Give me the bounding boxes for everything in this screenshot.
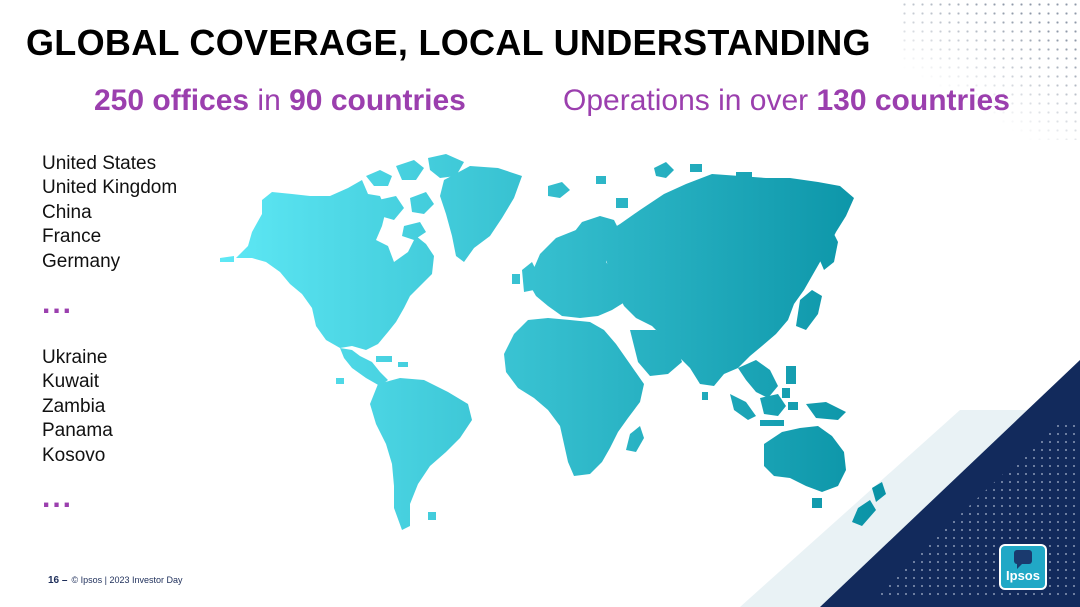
footer: 16 – © Ipsos | 2023 Investor Day xyxy=(48,575,183,586)
australia-shape xyxy=(764,426,846,492)
operations-headline: Operations in over 130 countries xyxy=(563,84,1010,118)
arctic-island xyxy=(736,172,752,180)
country-item: Kuwait xyxy=(42,371,100,393)
country-list-bottom: Ukraine Kuwait Zambia Panama Kosovo xyxy=(42,346,113,468)
falkland-island xyxy=(428,512,436,520)
borneo-shape xyxy=(760,394,786,416)
sri-lanka-shape xyxy=(702,392,708,400)
arctic-island xyxy=(378,196,404,220)
country-list-top: United States United Kingdom China Franc… xyxy=(42,152,177,274)
caribbean-island xyxy=(376,356,392,362)
japan-shape xyxy=(796,290,822,330)
ireland-shape xyxy=(512,274,520,284)
greenland-shape xyxy=(440,166,522,262)
tasmania-shape xyxy=(812,498,822,508)
country-item: Kosovo xyxy=(42,444,106,466)
country-item: Zambia xyxy=(42,395,106,417)
footer-text: © Ipsos | 2023 Investor Day xyxy=(71,575,183,585)
list-ellipsis: ... xyxy=(42,481,74,514)
arctic-island xyxy=(654,162,674,178)
central-america-shape xyxy=(340,348,388,386)
arctic-island xyxy=(428,154,464,178)
offices-count: 250 offices xyxy=(94,84,250,117)
north-america-shape xyxy=(236,180,434,350)
logo-text: Ipsos xyxy=(1006,568,1040,583)
alaska-island xyxy=(220,256,234,262)
new-zealand-shape xyxy=(872,482,886,502)
scandinavia-shape xyxy=(568,216,620,258)
caribbean-island xyxy=(398,362,408,367)
arctic-island xyxy=(596,176,606,184)
caribbean-island xyxy=(336,378,344,384)
operations-countries: 130 countries xyxy=(816,84,1010,117)
new-guinea-shape xyxy=(806,402,846,420)
arctic-island xyxy=(366,170,392,186)
arctic-island xyxy=(402,222,426,240)
country-item: United States xyxy=(42,153,157,174)
sumatra-shape xyxy=(730,394,756,420)
country-item: Germany xyxy=(42,250,121,272)
offices-headline: 250 offices in 90 countries xyxy=(94,84,466,118)
offices-connector: in xyxy=(249,84,290,117)
country-item: United Kingdom xyxy=(42,177,178,199)
country-item: Panama xyxy=(42,420,113,442)
list-ellipsis: ... xyxy=(42,287,74,320)
arctic-island xyxy=(616,198,628,208)
indonesia-island xyxy=(788,402,798,410)
offices-countries: 90 countries xyxy=(289,84,466,117)
dot-pattern xyxy=(900,0,1080,140)
arctic-island xyxy=(396,160,424,180)
iceland-shape xyxy=(548,182,570,198)
operations-prefix: Operations in over xyxy=(563,84,817,117)
indochina-shape xyxy=(738,360,778,398)
country-item: Ukraine xyxy=(42,347,108,368)
new-zealand-shape xyxy=(852,500,876,526)
madagascar-shape xyxy=(626,426,644,452)
country-item: France xyxy=(42,226,102,248)
asia-shape xyxy=(600,174,854,386)
philippines-island xyxy=(782,388,790,398)
south-america-shape xyxy=(370,378,472,530)
country-item: China xyxy=(42,201,92,223)
arctic-island xyxy=(690,164,702,172)
java-island xyxy=(760,420,784,426)
speech-bubble-icon xyxy=(1014,550,1032,569)
africa-shape xyxy=(504,318,644,476)
kamchatka-shape xyxy=(818,226,838,270)
page-number: 16 – xyxy=(48,575,68,586)
page-title: GLOBAL COVERAGE, LOCAL UNDERSTANDING xyxy=(26,22,871,63)
arctic-island xyxy=(410,192,434,214)
philippines-island xyxy=(786,366,796,384)
ipsos-logo: Ipsos xyxy=(1001,546,1045,588)
